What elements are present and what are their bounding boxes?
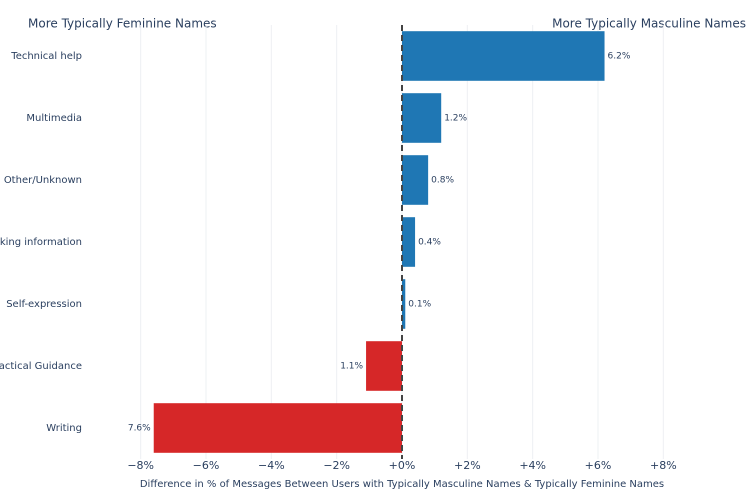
- x-tick-label: +4%: [519, 459, 546, 472]
- bar: [153, 403, 402, 453]
- y-tick-label: Technical help: [10, 51, 82, 62]
- bar: [402, 31, 605, 81]
- data-label: 0.1%: [408, 300, 431, 310]
- left-annotation: More Typically Feminine Names: [28, 17, 217, 31]
- x-tick-label: +0%: [389, 459, 416, 472]
- data-label: 1.2%: [444, 114, 467, 124]
- bar: [402, 155, 429, 205]
- bar: [366, 341, 402, 391]
- bar: [402, 217, 416, 267]
- y-tick-label: Practical Guidance: [0, 361, 82, 372]
- x-tick-label: −8%: [127, 459, 154, 472]
- y-tick-label: Writing: [46, 423, 82, 434]
- bar: [402, 93, 442, 143]
- x-tick-label: −2%: [323, 459, 350, 472]
- x-tick-label: −4%: [258, 459, 285, 472]
- data-label: 0.8%: [431, 176, 454, 186]
- right-annotation: More Typically Masculine Names: [552, 17, 746, 31]
- data-label: 7.6%: [128, 424, 151, 434]
- x-tick-label: +8%: [650, 459, 677, 472]
- y-tick-label: Multimedia: [26, 113, 82, 124]
- x-tick-label: −6%: [193, 459, 220, 472]
- x-tick-label: +2%: [454, 459, 481, 472]
- x-axis-title: Difference in % of Messages Between User…: [140, 479, 664, 490]
- data-label: 1.1%: [340, 362, 363, 372]
- bar: [402, 279, 406, 329]
- y-tick-label: Seeking information: [0, 237, 82, 248]
- data-label: 6.2%: [608, 52, 631, 62]
- x-tick-label: +6%: [585, 459, 612, 472]
- y-tick-label: Self-expression: [6, 299, 82, 310]
- data-label: 0.4%: [418, 238, 441, 248]
- y-tick-label: Other/Unknown: [4, 175, 82, 186]
